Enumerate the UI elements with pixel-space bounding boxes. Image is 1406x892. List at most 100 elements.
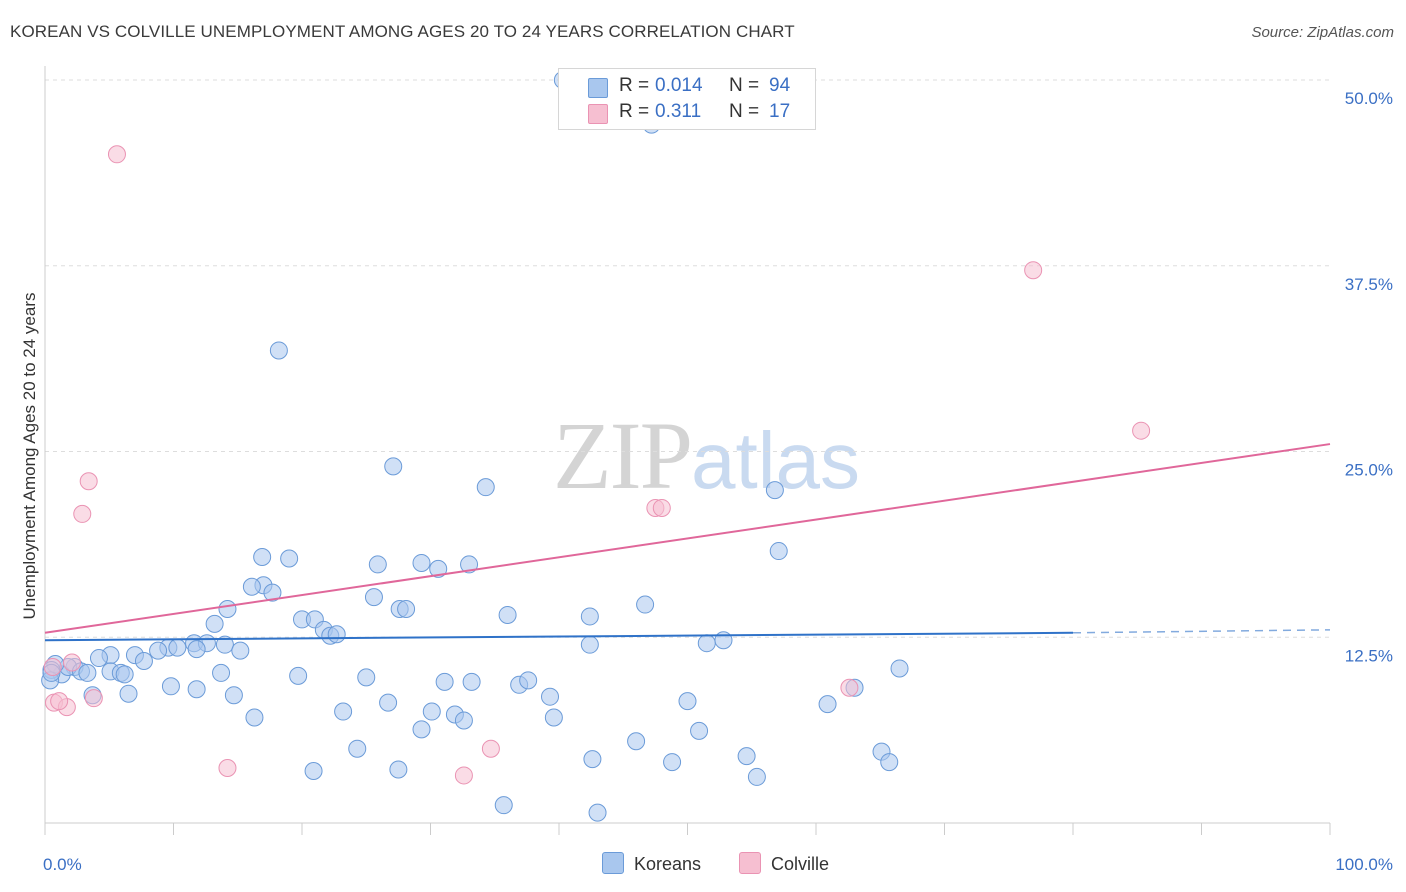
point-koreans [397,600,416,619]
legend-item-colville: Colville [739,852,829,875]
legend-n-label: N = [729,101,760,122]
legend-item-koreans: Koreans [602,852,701,875]
legend-label-colville: Colville [771,854,830,874]
point-colville [454,766,473,785]
legend-n-value: 94 [769,75,791,96]
point-koreans [476,478,495,497]
point-koreans [187,640,206,659]
point-koreans [379,693,398,712]
point-koreans [769,542,788,561]
point-koreans [636,595,655,614]
point-koreans [765,481,784,500]
point-koreans [498,605,517,624]
point-koreans [384,457,403,476]
point-koreans [454,711,473,730]
legend-row-colville: R = 0.311 N = 17 [559,101,815,127]
legend-r-value: 0.014 [655,75,703,96]
point-koreans [364,588,383,607]
point-koreans [78,663,97,682]
point-koreans [168,638,187,657]
point-colville [840,678,859,697]
legend-swatch-koreans [588,78,608,98]
point-colville [50,692,69,711]
point-koreans [231,641,250,660]
point-koreans [269,341,288,360]
point-koreans [663,753,682,772]
trendline-colville [44,443,1331,634]
point-koreans [737,747,756,766]
point-koreans [541,687,560,706]
point-koreans [544,708,563,727]
point-koreans [205,614,224,633]
point-koreans [678,692,697,711]
point-koreans [215,635,234,654]
point-koreans [690,721,709,740]
point-koreans [149,641,168,660]
point-koreans [280,549,299,568]
point-koreans [368,555,387,574]
x-tick-label: 0.0% [43,855,82,874]
legend-swatch-koreans [602,852,624,874]
point-koreans [119,684,138,703]
point-koreans [580,607,599,626]
trendline-koreans [44,631,1074,642]
point-koreans [583,750,602,769]
legend-swatch-colville [739,852,761,874]
point-koreans [389,760,408,779]
point-koreans [212,663,231,682]
legend-stats: R = 0.014 N = 94 R = 0.311 N = 17 [558,68,816,130]
point-colville [73,504,92,523]
watermark-zip: ZIP [553,402,693,509]
point-koreans [890,659,909,678]
point-colville [79,472,98,491]
legend-n-label: N = [729,75,760,96]
point-koreans [89,649,108,668]
point-koreans [519,671,538,690]
legend-r-label: R = [619,75,650,96]
point-koreans [304,761,323,780]
point-koreans [218,600,237,619]
point-koreans [253,548,272,567]
point-koreans [580,635,599,654]
point-koreans [161,677,180,696]
point-koreans [462,672,481,691]
point-koreans [263,583,282,602]
point-koreans [115,665,134,684]
point-koreans [334,702,353,721]
y-tick-label: 37.5% [1345,275,1393,294]
y-tick-label: 50.0% [1345,89,1393,108]
legend-r-label: R = [619,101,650,122]
point-colville [84,689,103,708]
y-axis-label: Unemployment Among Ages 20 to 24 years [20,292,39,620]
point-koreans [348,739,367,758]
chart-title: KOREAN VS COLVILLE UNEMPLOYMENT AMONG AG… [10,22,795,41]
point-koreans [357,668,376,687]
point-colville [218,759,237,778]
point-koreans [747,767,766,786]
trendline-koreans-extension [1072,629,1331,634]
point-colville [1024,261,1043,280]
point-koreans [134,652,153,671]
point-koreans [289,666,308,685]
legend-swatch-colville [588,104,608,124]
point-koreans [242,577,261,596]
point-koreans [412,553,431,572]
point-colville [481,739,500,758]
point-koreans [429,559,448,578]
point-koreans [880,753,899,772]
point-colville [1132,421,1151,440]
y-tick-label: 25.0% [1345,461,1393,480]
point-colville [107,145,126,164]
point-koreans [697,634,716,653]
source-label: Source: ZipAtlas.com [1251,24,1394,41]
point-colville [62,653,81,672]
point-koreans [435,672,454,691]
point-koreans [422,702,441,721]
point-koreans [818,695,837,714]
point-koreans [187,680,206,699]
watermark: ZIPatlas [553,400,860,511]
legend-label-koreans: Koreans [634,854,702,874]
point-koreans [627,732,646,751]
point-koreans [494,796,513,815]
